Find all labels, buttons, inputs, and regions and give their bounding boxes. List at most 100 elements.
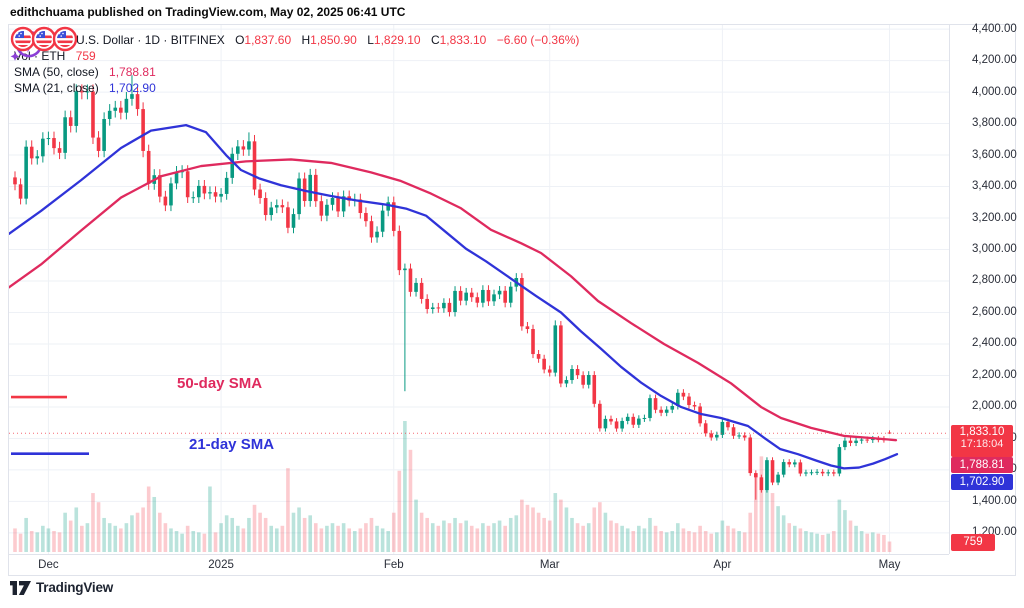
volume-bar xyxy=(458,523,463,552)
volume-bar xyxy=(603,512,608,552)
volume-bar xyxy=(581,525,585,552)
candle-body xyxy=(798,462,803,474)
volume-bar xyxy=(720,520,725,552)
candle-body xyxy=(720,421,725,435)
candle-body xyxy=(158,175,162,197)
time-axis[interactable]: Dec 2025 Feb Mar Apr May xyxy=(9,554,949,575)
change-value: −6.60 (−0.36%) xyxy=(496,33,580,47)
volume-bar xyxy=(436,525,441,552)
volume-bar xyxy=(575,523,580,552)
volume-bar xyxy=(208,486,212,552)
volume-bar xyxy=(520,499,524,552)
volume-bar xyxy=(536,512,541,552)
candle-body xyxy=(96,137,101,151)
candle-body xyxy=(258,189,262,199)
volume-bar xyxy=(659,531,663,552)
candle-body xyxy=(252,141,257,190)
price-axis-label: 2,600.00 xyxy=(972,305,1017,318)
volume-bar xyxy=(419,512,424,552)
volume-bar xyxy=(269,525,274,552)
volume-bar xyxy=(364,523,368,552)
volume-bar xyxy=(848,520,853,552)
candle-body xyxy=(759,477,764,491)
volume-bar xyxy=(141,507,145,552)
candle-body xyxy=(202,185,207,194)
chart-frame: Ethereum / U.S. Dollar · 1D · BITFINEX O… xyxy=(8,23,1017,576)
candle-body xyxy=(46,138,51,140)
volume-bar xyxy=(531,507,535,552)
volume-bar xyxy=(625,528,630,552)
volume-bar xyxy=(169,528,173,552)
candle-body xyxy=(141,109,145,151)
volume-bar xyxy=(787,523,792,552)
volume-bar xyxy=(503,525,507,552)
volume-bar xyxy=(397,470,402,552)
volume-bar xyxy=(130,515,134,552)
volume-bar xyxy=(224,515,229,552)
volume-bar xyxy=(748,512,753,552)
candle-body xyxy=(620,420,624,429)
candle-body xyxy=(715,434,719,438)
ohlc-open-value: 1,837.60 xyxy=(244,33,292,47)
volume-bar xyxy=(291,512,296,552)
candle-body xyxy=(208,192,212,194)
candle-body xyxy=(80,91,84,93)
candle-body xyxy=(263,198,268,216)
candle-body xyxy=(24,146,28,199)
candle-body xyxy=(102,118,106,151)
candle-body xyxy=(653,398,658,410)
volume-bar xyxy=(553,493,558,552)
volume-bar xyxy=(497,520,502,552)
volume-bar xyxy=(325,525,329,552)
volume-bar xyxy=(375,525,379,552)
volume-bar xyxy=(180,533,184,552)
volume-bar xyxy=(135,512,140,552)
candle-body xyxy=(230,153,235,178)
candle-body xyxy=(737,435,741,437)
volume-bar xyxy=(664,532,669,552)
volume-bar xyxy=(430,523,435,552)
volume-bar xyxy=(492,523,496,552)
candle-body xyxy=(592,374,597,404)
volume-bar xyxy=(887,541,892,552)
candle-body xyxy=(247,141,251,150)
time-axis-label: Dec xyxy=(38,559,59,571)
volume-bar xyxy=(820,534,825,552)
candle-body xyxy=(748,437,753,474)
candle-body xyxy=(464,292,468,301)
volume-bar xyxy=(698,525,702,552)
ohlc-open-key: O xyxy=(235,33,245,47)
volume-bar xyxy=(124,523,129,552)
ohlc-high-value: 1,850.90 xyxy=(310,33,357,47)
volume-bar xyxy=(197,532,201,552)
candle-body xyxy=(637,418,641,425)
volume-bar xyxy=(414,499,418,552)
volume-bar xyxy=(213,532,218,552)
time-axis-label: 2025 xyxy=(208,559,234,571)
volume-bar xyxy=(508,517,513,552)
tradingview-logo[interactable]: TradingView xyxy=(10,580,113,595)
volume-bar xyxy=(726,525,730,552)
candle-body xyxy=(559,325,563,384)
volume-bar xyxy=(687,531,691,552)
volume-bar xyxy=(793,525,797,552)
volume-bar xyxy=(219,523,223,552)
volume-bar xyxy=(475,528,480,552)
volume-bar xyxy=(313,523,318,552)
candle-body xyxy=(213,192,218,197)
volume-bar xyxy=(352,531,357,552)
candlestick-chart xyxy=(9,25,949,554)
candle-body xyxy=(313,174,318,202)
volume-bar xyxy=(837,499,842,552)
candle-body xyxy=(63,117,67,153)
attribution-text: edithchuama published on TradingView.com… xyxy=(10,5,406,19)
candle-body xyxy=(169,183,173,206)
chart-legend: Ethereum / U.S. Dollar · 1D · BITFINEX O… xyxy=(14,32,579,96)
candle-body xyxy=(119,107,123,113)
flag-coin-icons[interactable] xyxy=(9,25,85,53)
volume-bar xyxy=(609,520,613,552)
volume-bar xyxy=(358,528,363,552)
candle-body xyxy=(135,94,140,110)
sma21-label: SMA (21, close) xyxy=(14,81,99,95)
candle-body xyxy=(492,294,496,302)
